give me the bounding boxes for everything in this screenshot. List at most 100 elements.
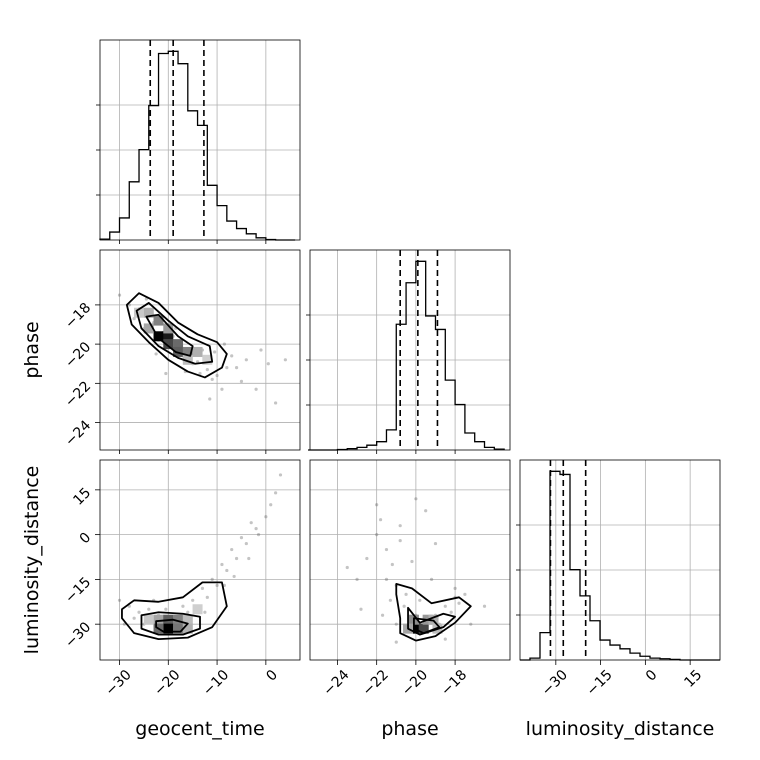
panel-luminosity-distance-vs-geocent-time-point-33 xyxy=(203,610,207,614)
x-axis-label-geocent-time: geocent_time xyxy=(135,718,264,740)
panel-luminosity-distance-vs-phase-point-15 xyxy=(433,541,438,546)
panel-luminosity-distance-vs-phase-point-1 xyxy=(404,592,408,596)
panel-phase-vs-geocent-time-density-cell-11 xyxy=(182,354,193,365)
panel-luminosity-distance-vs-geocent-time-point-38 xyxy=(256,533,261,537)
panel-luminosity-distance-vs-phase-point-29 xyxy=(424,509,428,513)
panel-phase-vs-geocent-time-contour-2 xyxy=(145,313,194,357)
panel-luminosity-distance-vs-geocent-time-point-7 xyxy=(205,595,209,599)
panel-luminosity-distance-vs-phase-point-14 xyxy=(414,497,418,501)
panel-luminosity-distance-vs-geocent-time-point-11 xyxy=(244,541,248,546)
panel-luminosity-distance-vs-phase-point-28 xyxy=(398,524,402,528)
panel-luminosity-distance-vs-geocent-time-point-31 xyxy=(164,607,168,611)
panel-luminosity-distance-vs-geocent-time-point-25 xyxy=(220,562,224,567)
panel-luminosity-distance-vs-geocent-time-point-17 xyxy=(117,598,122,602)
panel-phase-vs-geocent-time-point-24 xyxy=(117,293,122,297)
panel-phase-vs-geocent-time-point-37 xyxy=(164,371,168,376)
panel-phase-vs-geocent-time-point-20 xyxy=(210,377,214,382)
panel-luminosity-distance-vs-geocent-time-point-10 xyxy=(234,556,239,561)
panel-luminosity-distance-vs-phase-point-37 xyxy=(453,586,457,590)
panel-phase-vs-geocent-time-point-7 xyxy=(205,368,209,372)
hist-geocent-time-step xyxy=(99,50,296,241)
panel-luminosity-distance-vs-geocent-time-point-12 xyxy=(254,527,258,531)
panel-phase-vs-geocent-time-point-30 xyxy=(213,350,217,354)
panel-luminosity-distance-vs-geocent-time-contour-0 xyxy=(121,581,228,641)
panel-luminosity-distance-vs-phase-density-cell-0 xyxy=(412,623,423,634)
panel-phase-vs-geocent-time-point-8 xyxy=(215,373,219,378)
panel-phase-vs-geocent-time-density-cell-9 xyxy=(143,323,154,334)
y-axis-label-phase: phase xyxy=(21,321,43,378)
panel-luminosity-distance-vs-phase-point-39 xyxy=(482,604,487,608)
panel-phase-vs-geocent-time-density-cell-8 xyxy=(192,346,203,357)
panel-luminosity-distance-vs-geocent-time-point-24 xyxy=(210,577,214,582)
panel-luminosity-distance-vs-phase-point-9 xyxy=(390,562,394,567)
panel-luminosity-distance-vs-phase-point-18 xyxy=(355,577,359,582)
panel-phase-vs-geocent-time-point-25 xyxy=(132,317,136,321)
panel-phase-vs-geocent-time-point-35 xyxy=(254,387,258,391)
panel-phase-vs-geocent-time-point-11 xyxy=(244,358,248,362)
panel-luminosity-distance-vs-phase-density-cell-1 xyxy=(418,623,429,634)
y-axis-label-luminosity-distance: luminosity_distance xyxy=(21,466,43,655)
panel-luminosity-distance-vs-phase-point-27 xyxy=(388,598,392,602)
panel-luminosity-distance-vs-phase-point-19 xyxy=(394,622,398,626)
panel-phase-vs-geocent-time-contour-1 xyxy=(135,302,214,365)
panel-luminosity-distance-vs-phase-point-17 xyxy=(365,556,369,561)
panel-luminosity-distance-vs-phase-point-30 xyxy=(394,640,398,644)
panel-phase-vs-geocent-time-density-cell-13 xyxy=(163,323,174,334)
panel-phase-vs-geocent-time-point-29 xyxy=(198,371,202,376)
panel-phase-vs-geocent-time-density-cell-4 xyxy=(163,339,174,350)
panel-luminosity-distance-vs-geocent-time-point-8 xyxy=(215,583,219,587)
panel-luminosity-distance-vs-geocent-time-content xyxy=(117,473,283,641)
panel-luminosity-distance-vs-geocent-time-point-26 xyxy=(230,547,234,552)
panel-luminosity-distance-vs-geocent-time-point-30 xyxy=(132,616,136,620)
panel-luminosity-distance-vs-geocent-time-contour-1 xyxy=(140,611,201,636)
panel-phase-vs-geocent-time-density-cell-1 xyxy=(153,315,164,326)
panel-luminosity-distance-vs-geocent-time-point-9 xyxy=(225,568,229,573)
panel-luminosity-distance-vs-geocent-time-density-cell-3 xyxy=(163,623,174,634)
panel-luminosity-distance-vs-phase-point-34 xyxy=(429,577,434,582)
panel-luminosity-distance-vs-geocent-time-density-cell-5 xyxy=(173,623,184,634)
panel-luminosity-distance-vs-geocent-time-density-cell-2 xyxy=(173,614,184,625)
panel-phase-vs-geocent-time-density-cell-0 xyxy=(143,307,154,318)
hist-phase-frame xyxy=(309,249,511,451)
panel-luminosity-distance-vs-geocent-time-point-21 xyxy=(181,604,185,608)
panel-phase-vs-geocent-time-point-32 xyxy=(266,362,270,366)
panel-luminosity-distance-vs-phase-contour-2 xyxy=(413,617,441,635)
panel-luminosity-distance-vs-phase-point-10 xyxy=(384,547,389,552)
panel-luminosity-distance-vs-phase-point-23 xyxy=(449,610,453,614)
panel-luminosity-distance-vs-geocent-time-point-5 xyxy=(186,610,190,614)
panel-phase-vs-geocent-time-point-39 xyxy=(208,397,212,401)
panel-luminosity-distance-vs-geocent-time-point-36 xyxy=(247,556,251,561)
panel-luminosity-distance-vs-geocent-time-point-28 xyxy=(249,521,253,525)
panel-luminosity-distance-vs-geocent-time-density-cell-6 xyxy=(182,614,193,625)
x-axis-label-luminosity-distance: luminosity_distance xyxy=(526,718,715,740)
panel-luminosity-distance-vs-geocent-time-point-1 xyxy=(147,607,151,611)
panel-phase-vs-geocent-time-density-cell-2 xyxy=(153,331,164,342)
panel-luminosity-distance-vs-geocent-time-density-cell-8 xyxy=(182,623,193,634)
panel-phase-vs-geocent-time-point-22 xyxy=(230,354,234,358)
panel-phase-vs-geocent-time-point-33 xyxy=(274,401,278,405)
panel-luminosity-distance-vs-phase-content xyxy=(345,497,487,644)
panel-luminosity-distance-vs-phase-point-35 xyxy=(410,559,414,564)
panel-phase-vs-geocent-time-point-9 xyxy=(225,366,229,370)
panel-phase-vs-geocent-time-point-36 xyxy=(259,348,263,352)
panel-luminosity-distance-vs-phase-contour-0 xyxy=(395,582,472,642)
panel-luminosity-distance-vs-geocent-time-frame xyxy=(99,459,301,661)
panel-luminosity-distance-vs-phase-point-7 xyxy=(463,592,467,596)
panel-luminosity-distance-vs-phase-point-32 xyxy=(359,607,363,611)
panel-luminosity-distance-vs-phase-point-8 xyxy=(384,577,389,582)
hist-luminosity-distance-frame xyxy=(519,459,721,661)
panel-phase-vs-geocent-time-point-31 xyxy=(222,342,226,346)
panel-luminosity-distance-vs-geocent-time-point-27 xyxy=(239,536,244,540)
panel-luminosity-distance-vs-geocent-time-density-cell-9 xyxy=(192,604,203,615)
panel-luminosity-distance-vs-geocent-time-point-22 xyxy=(191,598,195,602)
panel-phase-vs-geocent-time-frame xyxy=(99,249,301,451)
panel-luminosity-distance-vs-geocent-time-point-0 xyxy=(137,610,141,614)
panel-phase-vs-geocent-time-density-cell-5 xyxy=(173,339,184,350)
panel-luminosity-distance-vs-geocent-time-point-14 xyxy=(269,503,273,507)
panel-phase-vs-geocent-time-density-cell-3 xyxy=(163,331,174,342)
panel-luminosity-distance-vs-geocent-time-point-37 xyxy=(278,473,283,477)
hist-geocent-time-frame xyxy=(99,39,301,241)
panel-phase-vs-geocent-time-density-cell-12 xyxy=(202,354,213,365)
